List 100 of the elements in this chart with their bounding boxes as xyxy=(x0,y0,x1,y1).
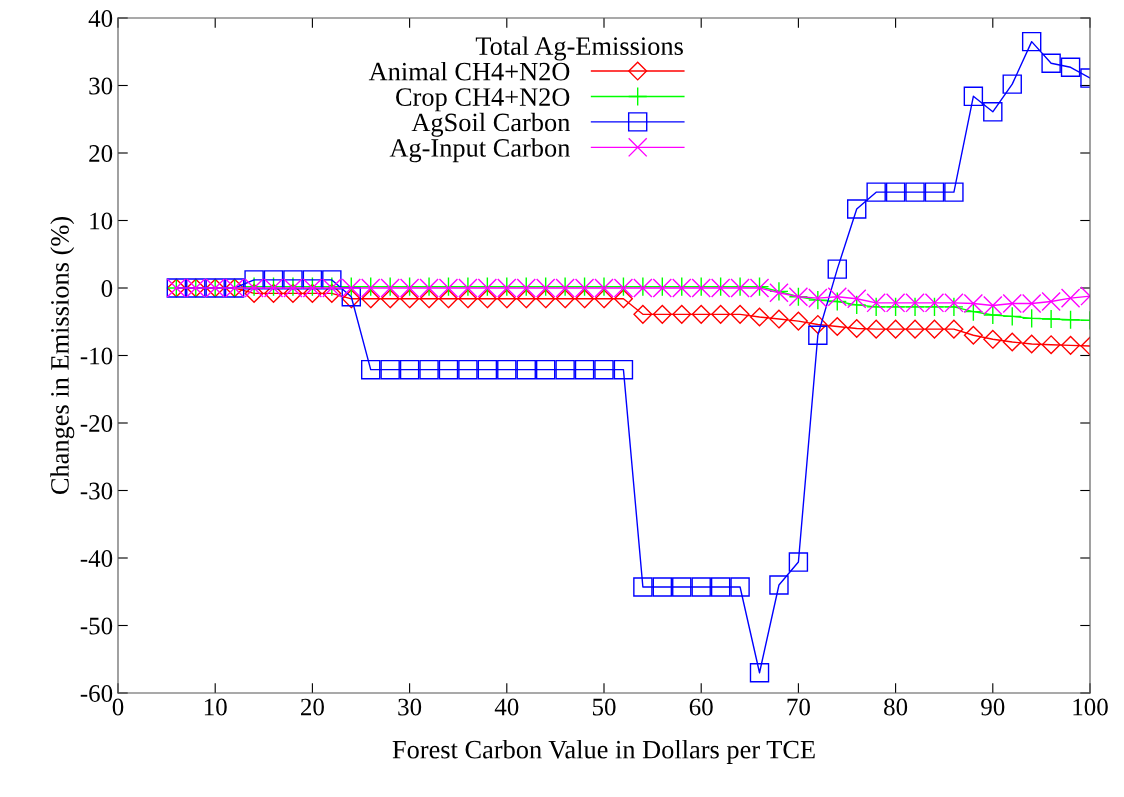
point xyxy=(691,304,711,324)
point xyxy=(613,359,634,380)
legend-label: Crop CH4+N2O xyxy=(396,88,570,112)
point xyxy=(1041,335,1061,355)
legend-label: Ag-Input Carbon xyxy=(389,138,570,163)
point xyxy=(924,319,945,339)
x-tick-label: 90 xyxy=(981,698,1005,716)
point xyxy=(710,577,731,597)
point xyxy=(263,270,284,290)
y-tick-label: 10 xyxy=(90,212,113,230)
point xyxy=(730,577,750,597)
point xyxy=(1021,31,1042,52)
y-tick-label: 0 xyxy=(101,280,113,297)
point xyxy=(575,289,595,309)
point xyxy=(808,325,828,345)
point xyxy=(497,289,517,309)
point xyxy=(749,663,770,683)
point xyxy=(1002,332,1022,352)
point xyxy=(536,289,556,309)
point xyxy=(322,270,342,290)
point xyxy=(322,283,342,303)
point xyxy=(905,182,925,202)
point xyxy=(360,359,381,380)
point xyxy=(963,86,984,107)
point xyxy=(458,359,478,380)
y-tick-label: -60 xyxy=(80,685,113,702)
point xyxy=(827,291,848,312)
point xyxy=(652,577,673,597)
y-tick-label: 30 xyxy=(89,77,113,95)
x-tick-label: 10 xyxy=(204,698,227,716)
point xyxy=(302,270,323,290)
legend-label: Animal CH4+N2O xyxy=(368,61,570,81)
point xyxy=(808,314,828,334)
point xyxy=(886,319,906,339)
point xyxy=(555,289,575,309)
point xyxy=(827,259,848,279)
point xyxy=(244,270,264,290)
point xyxy=(633,304,653,324)
point xyxy=(438,289,459,309)
point xyxy=(769,309,789,329)
point xyxy=(477,289,497,309)
point xyxy=(730,304,750,324)
y-tick-label: 20 xyxy=(89,145,113,162)
point xyxy=(1002,306,1022,327)
point xyxy=(516,359,536,380)
point xyxy=(1061,335,1081,355)
legend-label: AgSoil Carbon xyxy=(411,112,570,137)
point xyxy=(788,311,808,331)
point xyxy=(1021,308,1042,329)
x-tick-label: 70 xyxy=(787,698,810,716)
point xyxy=(244,283,264,303)
point xyxy=(691,577,711,597)
point xyxy=(983,102,1003,122)
point xyxy=(1060,310,1081,330)
y-tick-label: -50 xyxy=(80,617,113,635)
point xyxy=(866,319,886,339)
point xyxy=(983,305,1003,325)
point xyxy=(924,182,945,202)
point xyxy=(827,316,847,337)
y-tick-label: -40 xyxy=(80,550,113,567)
point xyxy=(905,319,925,339)
point xyxy=(944,319,964,339)
x-tick-label: 50 xyxy=(592,698,616,716)
x-tick-label: 60 xyxy=(689,698,713,716)
x-tick-label: 80 xyxy=(884,698,908,716)
point xyxy=(711,304,731,324)
y-tick-label: -30 xyxy=(80,482,113,500)
point xyxy=(866,182,886,202)
point xyxy=(380,359,400,380)
point xyxy=(633,577,653,597)
point xyxy=(613,289,633,309)
point xyxy=(419,359,439,380)
point xyxy=(769,575,789,595)
x-tick-label: 30 xyxy=(398,698,422,716)
point xyxy=(574,359,595,380)
point xyxy=(885,182,906,202)
point xyxy=(652,304,672,324)
point xyxy=(419,289,439,309)
point xyxy=(283,270,303,290)
point xyxy=(555,359,575,380)
y-tick-label: -10 xyxy=(80,347,113,365)
point xyxy=(1041,309,1061,329)
point xyxy=(1060,57,1081,77)
x-tick-label: 0 xyxy=(112,698,124,716)
y-axis-title: Changes in Emissions (%) xyxy=(50,217,75,495)
point xyxy=(846,199,867,219)
y-tick-label: -20 xyxy=(80,415,113,432)
point xyxy=(535,359,556,380)
point xyxy=(477,359,498,380)
point xyxy=(846,295,867,315)
point xyxy=(749,307,770,327)
point xyxy=(516,289,536,309)
point xyxy=(983,329,1003,349)
point xyxy=(594,359,614,380)
x-tick-label: 40 xyxy=(494,698,519,716)
point xyxy=(963,325,983,345)
point xyxy=(594,289,614,309)
point xyxy=(380,289,400,309)
point xyxy=(438,359,459,380)
point xyxy=(1002,74,1022,94)
